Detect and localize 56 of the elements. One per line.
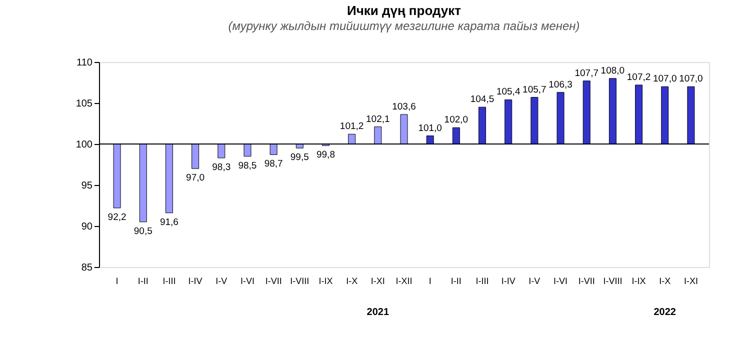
data-label: 107,0 [652,74,677,85]
x-tick-label: I-X [346,276,358,286]
x-tick-label: I-II [450,276,462,286]
x-tick-label: I-II [138,276,148,286]
text: 2022 [654,307,676,318]
data-label: 107,2 [626,72,651,83]
x-tick-label: I-VIII [290,276,310,286]
data-label: 99,5 [290,152,309,164]
data-label: 101,0 [418,122,442,134]
x-tick-label: I-III [476,276,489,286]
y-tick-label: 95 [81,180,93,192]
data-label: 105,4 [496,86,520,98]
data-label: 97,0 [186,172,205,184]
data-label: 98,7 [264,158,283,170]
data-label: 91,6 [160,216,178,228]
data-label: 106,3 [548,79,572,90]
x-tick-label: I-III [162,276,176,286]
x-tick-label: I [116,276,118,286]
x-tick-label: I [428,276,432,286]
x-tick-label: I-IX [318,276,333,286]
data-label: 90,5 [134,226,152,237]
x-tick-label: I-V [216,276,228,286]
x-tick-label: I-VIII [603,276,622,286]
y-tick-label: 90 [81,222,93,232]
y-tick-label: 85 [81,262,93,274]
data-label: 105,7 [522,84,546,96]
x-tick-label: I-IX [632,276,646,286]
x-tick-label: I-XI [370,276,385,286]
x-tick-label: I-VI [554,276,568,286]
text: 2021 [366,307,390,318]
x-tick-label: I-X [659,276,671,286]
x-tick-label: I-IV [501,276,516,286]
data-label: 107,7 [574,68,598,79]
data-label: 104,5 [470,94,494,106]
x-tick-label: I-XI [684,276,698,286]
x-tick-label: I-XII [396,276,412,286]
x-tick-label: I-IV [188,276,202,286]
x-tick-label: I-VII [578,276,595,286]
x-tick-label: I-VII [265,276,282,286]
chart-title: Ички дүң продукт [346,3,462,18]
chart-subtitle: (мурунку жылдын тийиштүү мезгилине карата пайыз менен) [228,19,580,33]
data-label: 99,8 [316,150,335,161]
data-label: 98,3 [212,162,231,173]
data-label: 102,1 [366,114,390,125]
data-label: 108,0 [600,65,625,76]
y-tick-label: 100 [76,140,93,150]
data-label: 101,2 [340,121,364,132]
x-tick-label: I-V [528,276,540,286]
data-label: 107,0 [679,74,703,85]
y-tick-label: 105 [76,98,93,110]
x-tick-label: I-VI [240,276,254,286]
data-label: 98,5 [238,160,257,172]
y-tick-label: 110 [76,58,93,68]
data-label: 102,0 [444,114,468,126]
data-label: 92,2 [108,212,126,223]
data-label: 103,6 [392,101,416,112]
